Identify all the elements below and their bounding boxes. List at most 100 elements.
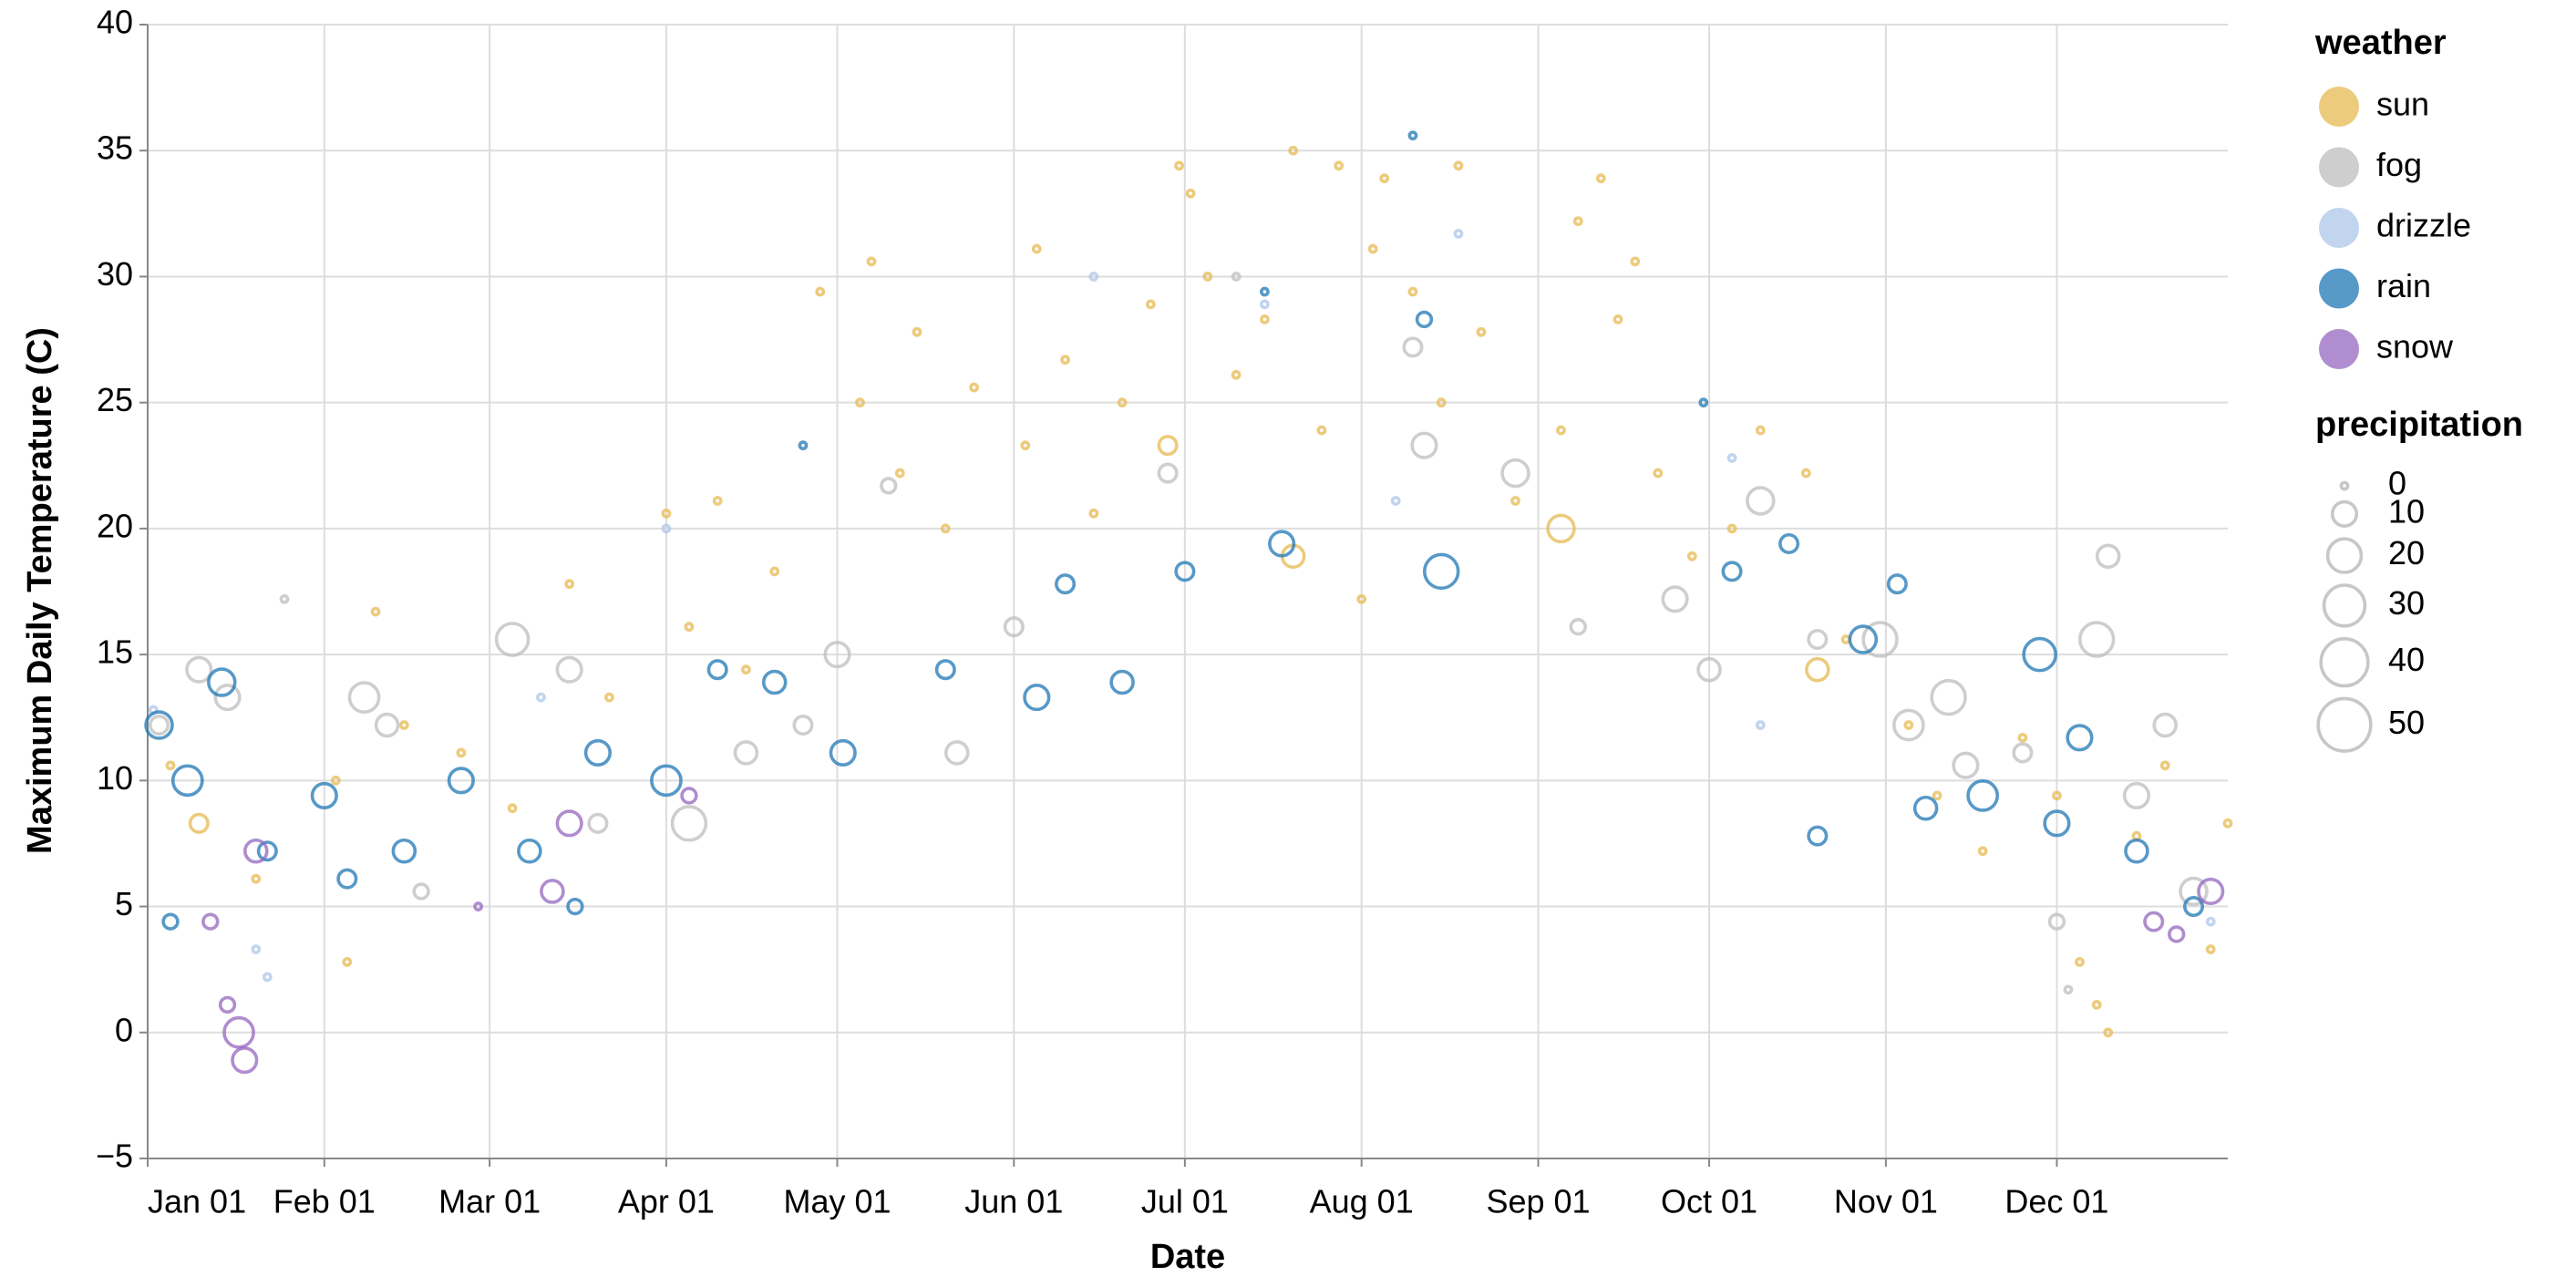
point xyxy=(251,944,262,954)
legend-swatch xyxy=(2319,329,2359,369)
point xyxy=(1755,425,1766,436)
point xyxy=(1778,532,1800,555)
point xyxy=(1952,751,1980,779)
legend-swatch xyxy=(2319,87,2359,127)
point xyxy=(517,838,542,864)
point xyxy=(1157,435,1179,457)
point xyxy=(1088,272,1099,282)
point xyxy=(1698,397,1709,408)
point xyxy=(912,326,922,337)
point xyxy=(1231,272,1242,282)
point xyxy=(1407,130,1418,141)
point xyxy=(2022,636,2058,673)
point xyxy=(1966,779,2000,812)
point xyxy=(1145,299,1156,310)
x-tick-label: Mar 01 xyxy=(438,1183,541,1220)
y-tick-label: 35 xyxy=(97,129,133,167)
point xyxy=(650,764,683,798)
point xyxy=(1410,431,1438,459)
point xyxy=(733,740,759,766)
point xyxy=(829,738,857,767)
point xyxy=(336,868,358,890)
size-legend-mark xyxy=(2322,583,2367,628)
point xyxy=(1436,397,1447,408)
point xyxy=(2222,818,2233,829)
point xyxy=(1800,468,1811,479)
y-tick-label: 5 xyxy=(115,885,133,922)
point xyxy=(1174,561,1196,582)
y-axis-label: Maximum Daily Temperature (C) xyxy=(21,327,59,854)
point xyxy=(604,692,614,703)
color-legend-title: weather xyxy=(2314,24,2447,62)
point xyxy=(1202,272,1213,282)
point xyxy=(1653,468,1664,479)
point xyxy=(2182,896,2205,918)
point xyxy=(1572,216,1583,227)
point xyxy=(1848,624,1879,654)
point xyxy=(1630,256,1641,267)
point xyxy=(188,812,210,834)
point xyxy=(347,681,381,714)
x-axis-label: Date xyxy=(1150,1238,1225,1276)
point xyxy=(398,720,409,730)
point xyxy=(2124,838,2149,864)
point xyxy=(1696,656,1722,683)
point xyxy=(2052,790,2062,801)
point xyxy=(262,972,273,983)
point xyxy=(165,760,176,771)
point xyxy=(815,286,826,297)
point xyxy=(2077,621,2116,658)
point xyxy=(1422,552,1460,591)
point xyxy=(1288,145,1299,156)
point xyxy=(148,714,170,736)
point xyxy=(1805,656,1830,683)
point xyxy=(1476,326,1487,337)
point xyxy=(1185,188,1196,199)
point xyxy=(2152,712,2179,738)
point xyxy=(342,956,353,967)
point xyxy=(680,787,698,805)
y-tick-label: 15 xyxy=(97,633,133,671)
x-tick-label: Feb 01 xyxy=(273,1183,376,1220)
point xyxy=(564,579,575,590)
point xyxy=(940,523,951,534)
point xyxy=(213,684,242,712)
point xyxy=(2205,916,2216,927)
point xyxy=(473,901,484,911)
point xyxy=(1260,314,1270,324)
point xyxy=(2012,742,2034,764)
point xyxy=(507,803,518,814)
point xyxy=(1546,513,1576,544)
size-legend-title: precipitation xyxy=(2315,406,2523,444)
point xyxy=(256,840,278,862)
x-tick-label: May 01 xyxy=(783,1183,891,1220)
point xyxy=(944,740,970,766)
point xyxy=(243,838,269,864)
size-legend-label: 10 xyxy=(2388,492,2425,530)
point xyxy=(2197,877,2225,906)
point xyxy=(222,1015,255,1049)
point xyxy=(1174,160,1185,171)
point xyxy=(866,256,877,267)
point xyxy=(218,995,237,1014)
point xyxy=(1661,585,1689,613)
point xyxy=(1892,708,1925,742)
point xyxy=(741,664,751,675)
point xyxy=(2066,724,2094,752)
point xyxy=(2103,1027,2114,1038)
point xyxy=(2091,999,2102,1010)
y-tick-label: 10 xyxy=(97,759,133,797)
point xyxy=(555,809,583,838)
legend-swatch xyxy=(2319,268,2359,309)
point xyxy=(1453,229,1464,239)
point xyxy=(1500,458,1530,489)
point xyxy=(2075,956,2085,967)
point xyxy=(1807,628,1829,651)
size-legend-mark xyxy=(2319,637,2370,688)
point xyxy=(2043,809,2071,838)
point xyxy=(1157,462,1179,484)
y-tick-label: 40 xyxy=(97,4,133,41)
point xyxy=(1402,336,1424,358)
y-tick-label: 0 xyxy=(115,1011,133,1048)
point xyxy=(2159,760,2170,771)
